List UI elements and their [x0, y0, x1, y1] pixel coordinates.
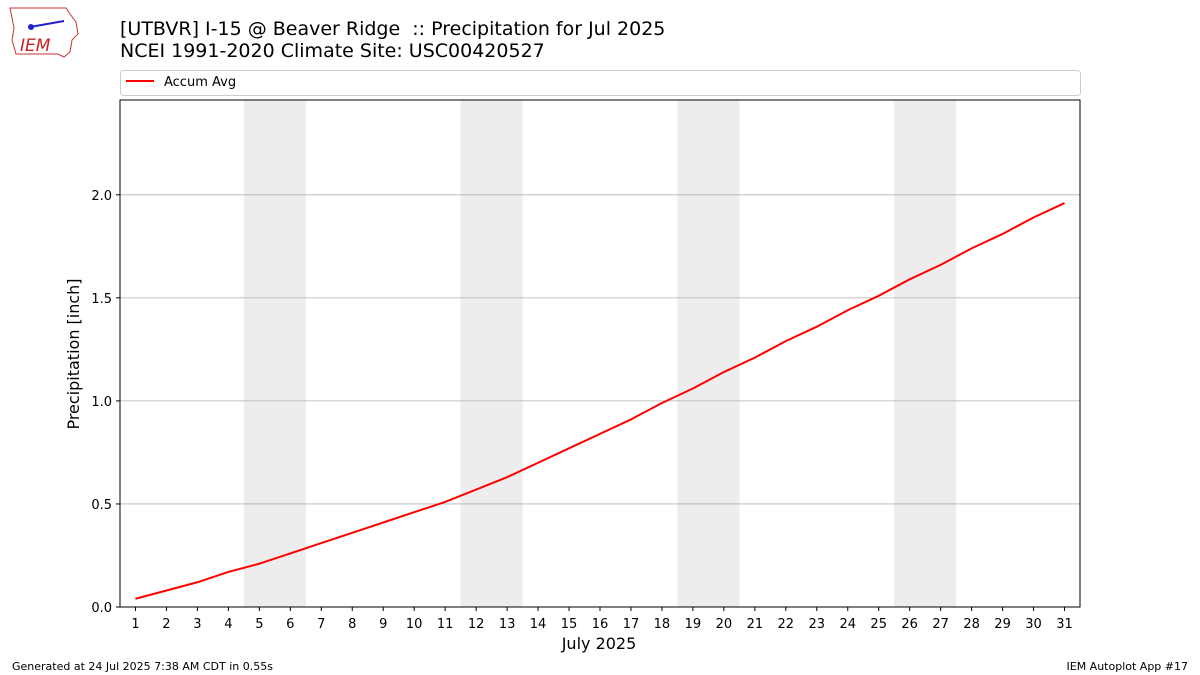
logo-outline: [9, 7, 79, 58]
weekend-shade: [894, 100, 957, 607]
logo: IEM: [9, 7, 79, 58]
x-tick-label: 5: [255, 617, 263, 632]
x-tick-label: 21: [747, 617, 764, 632]
x-tick-label: 1: [131, 617, 139, 632]
y-tick-label: 0.5: [91, 498, 112, 513]
y-tick-label: 1.5: [91, 292, 112, 307]
chart-subtitle: NCEI 1991-2020 Climate Site: USC00420527: [120, 40, 545, 62]
x-tick-label: 11: [437, 617, 454, 632]
x-tick-label: 4: [224, 617, 232, 632]
x-tick-label: 9: [379, 617, 387, 632]
x-tick-label: 30: [1025, 617, 1042, 632]
x-tick-label: 15: [561, 617, 578, 632]
x-tick-label: 6: [286, 617, 294, 632]
footer-right: IEM Autoplot App #17: [1067, 660, 1189, 673]
x-tick-label: 2: [162, 617, 170, 632]
logo-icon: [28, 24, 34, 30]
x-tick-label: 13: [499, 617, 516, 632]
footer-left: Generated at 24 Jul 2025 7:38 AM CDT in …: [12, 660, 273, 673]
weekend-shade: [460, 100, 523, 607]
legend-label: Accum Avg: [164, 75, 236, 90]
weekend-shade: [243, 100, 306, 607]
y-tick-label: 2.0: [91, 189, 112, 204]
y-tick-label: 1.0: [91, 395, 112, 410]
logo-icon: [29, 20, 65, 28]
x-tick-label: 20: [716, 617, 733, 632]
x-tick-label: 16: [592, 617, 609, 632]
x-tick-label: 24: [839, 617, 856, 632]
x-tick-label: 29: [994, 617, 1011, 632]
x-tick-label: 17: [623, 617, 640, 632]
x-tick-label: 27: [932, 617, 949, 632]
x-tick-label: 3: [193, 617, 201, 632]
x-tick-label: 14: [530, 617, 547, 632]
plot-frame: [119, 99, 1081, 608]
x-tick-label: 8: [348, 617, 356, 632]
x-tick-label: 25: [870, 617, 887, 632]
y-axis-label: Precipitation [inch]: [64, 278, 83, 429]
x-tick-label: 23: [809, 617, 826, 632]
weekend-shade: [677, 100, 740, 607]
legend-box: [120, 70, 1081, 96]
x-tick-label: 7: [317, 617, 325, 632]
data-line: [135, 202, 1065, 600]
x-tick-label: 26: [901, 617, 918, 632]
x-tick-label: 12: [468, 617, 485, 632]
y-tick-label: 0.0: [91, 601, 112, 616]
x-axis-label: July 2025: [561, 634, 637, 653]
x-tick-label: 10: [406, 617, 423, 632]
logo-text: IEM: [20, 36, 51, 56]
x-tick-label: 22: [778, 617, 795, 632]
chart-title: [UTBVR] I-15 @ Beaver Ridge :: Precipita…: [120, 18, 665, 40]
x-tick-label: 19: [685, 617, 702, 632]
x-tick-label: 28: [963, 617, 980, 632]
x-tick-label: 31: [1056, 617, 1073, 632]
x-tick-label: 18: [654, 617, 671, 632]
